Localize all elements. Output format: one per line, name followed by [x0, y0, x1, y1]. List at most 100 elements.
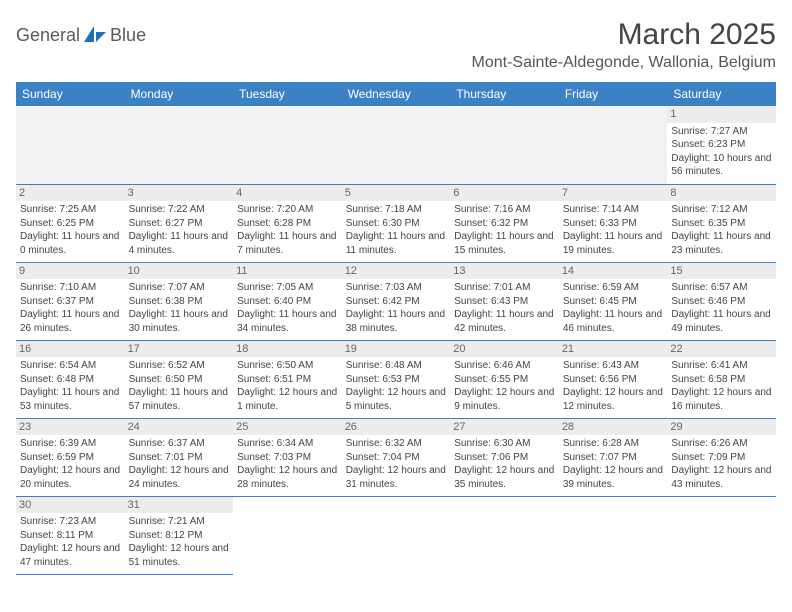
- page-header: General Blue March 2025 Mont-Sainte-Alde…: [16, 18, 776, 72]
- calendar-day-cell: 13Sunrise: 7:01 AMSunset: 6:43 PMDayligh…: [450, 262, 559, 340]
- sunrise-text: Sunrise: 7:01 AM: [454, 281, 555, 295]
- sunset-text: Sunset: 6:25 PM: [20, 217, 121, 231]
- daylight-text: Daylight: 12 hours and 31 minutes.: [346, 464, 447, 491]
- weekday-header-row: Sunday Monday Tuesday Wednesday Thursday…: [16, 82, 776, 106]
- sunset-text: Sunset: 6:42 PM: [346, 295, 447, 309]
- calendar-week-row: 30Sunrise: 7:23 AMSunset: 8:11 PMDayligh…: [16, 496, 776, 574]
- sail-icon: [82, 24, 108, 47]
- daylight-text: Daylight: 11 hours and 49 minutes.: [671, 308, 772, 335]
- daylight-text: Daylight: 12 hours and 24 minutes.: [129, 464, 230, 491]
- sunrise-text: Sunrise: 7:18 AM: [346, 203, 447, 217]
- sunrise-text: Sunrise: 7:23 AM: [20, 515, 121, 529]
- sunrise-text: Sunrise: 7:16 AM: [454, 203, 555, 217]
- sunrise-text: Sunrise: 6:30 AM: [454, 437, 555, 451]
- calendar-day-cell: 19Sunrise: 6:48 AMSunset: 6:53 PMDayligh…: [342, 340, 451, 418]
- daylight-text: Daylight: 11 hours and 34 minutes.: [237, 308, 338, 335]
- sunrise-text: Sunrise: 7:25 AM: [20, 203, 121, 217]
- sunset-text: Sunset: 6:37 PM: [20, 295, 121, 309]
- sunset-text: Sunset: 6:35 PM: [671, 217, 772, 231]
- day-number: 26: [342, 419, 451, 436]
- sunrise-text: Sunrise: 6:54 AM: [20, 359, 121, 373]
- day-number: 3: [125, 185, 234, 202]
- calendar-day-cell: [667, 496, 776, 574]
- weekday-header: Monday: [125, 82, 234, 106]
- day-number: 11: [233, 263, 342, 280]
- day-number: 29: [667, 419, 776, 436]
- calendar-table: Sunday Monday Tuesday Wednesday Thursday…: [16, 82, 776, 575]
- sunrise-text: Sunrise: 6:43 AM: [563, 359, 664, 373]
- daylight-text: Daylight: 11 hours and 15 minutes.: [454, 230, 555, 257]
- sunrise-text: Sunrise: 7:12 AM: [671, 203, 772, 217]
- calendar-day-cell: [342, 106, 451, 184]
- day-number: 1: [667, 106, 776, 123]
- sunset-text: Sunset: 6:46 PM: [671, 295, 772, 309]
- calendar-day-cell: 10Sunrise: 7:07 AMSunset: 6:38 PMDayligh…: [125, 262, 234, 340]
- day-number: 28: [559, 419, 668, 436]
- daylight-text: Daylight: 11 hours and 30 minutes.: [129, 308, 230, 335]
- brand-name-b: Blue: [110, 25, 146, 46]
- calendar-day-cell: [559, 106, 668, 184]
- sunset-text: Sunset: 8:11 PM: [20, 529, 121, 543]
- day-number: 17: [125, 341, 234, 358]
- calendar-day-cell: [450, 106, 559, 184]
- calendar-day-cell: 17Sunrise: 6:52 AMSunset: 6:50 PMDayligh…: [125, 340, 234, 418]
- daylight-text: Daylight: 11 hours and 11 minutes.: [346, 230, 447, 257]
- calendar-day-cell: 26Sunrise: 6:32 AMSunset: 7:04 PMDayligh…: [342, 418, 451, 496]
- daylight-text: Daylight: 12 hours and 28 minutes.: [237, 464, 338, 491]
- day-number: 25: [233, 419, 342, 436]
- day-number: 23: [16, 419, 125, 436]
- calendar-day-cell: 1Sunrise: 7:27 AMSunset: 6:23 PMDaylight…: [667, 106, 776, 184]
- sunrise-text: Sunrise: 7:03 AM: [346, 281, 447, 295]
- sunrise-text: Sunrise: 7:07 AM: [129, 281, 230, 295]
- sunset-text: Sunset: 6:58 PM: [671, 373, 772, 387]
- calendar-day-cell: 29Sunrise: 6:26 AMSunset: 7:09 PMDayligh…: [667, 418, 776, 496]
- daylight-text: Daylight: 12 hours and 1 minute.: [237, 386, 338, 413]
- sunset-text: Sunset: 6:48 PM: [20, 373, 121, 387]
- calendar-day-cell: [450, 496, 559, 574]
- calendar-day-cell: [559, 496, 668, 574]
- calendar-day-cell: [342, 496, 451, 574]
- sunrise-text: Sunrise: 7:10 AM: [20, 281, 121, 295]
- sunset-text: Sunset: 6:55 PM: [454, 373, 555, 387]
- calendar-day-cell: 24Sunrise: 6:37 AMSunset: 7:01 PMDayligh…: [125, 418, 234, 496]
- day-number: 19: [342, 341, 451, 358]
- sunrise-text: Sunrise: 7:05 AM: [237, 281, 338, 295]
- sunrise-text: Sunrise: 6:41 AM: [671, 359, 772, 373]
- day-number: 24: [125, 419, 234, 436]
- daylight-text: Daylight: 12 hours and 43 minutes.: [671, 464, 772, 491]
- sunrise-text: Sunrise: 6:59 AM: [563, 281, 664, 295]
- calendar-day-cell: [125, 106, 234, 184]
- weekday-header: Friday: [559, 82, 668, 106]
- day-number: 21: [559, 341, 668, 358]
- day-number: 18: [233, 341, 342, 358]
- month-title: March 2025: [472, 18, 776, 52]
- calendar-day-cell: 25Sunrise: 6:34 AMSunset: 7:03 PMDayligh…: [233, 418, 342, 496]
- daylight-text: Daylight: 11 hours and 4 minutes.: [129, 230, 230, 257]
- calendar-day-cell: 15Sunrise: 6:57 AMSunset: 6:46 PMDayligh…: [667, 262, 776, 340]
- weekday-header: Sunday: [16, 82, 125, 106]
- daylight-text: Daylight: 12 hours and 47 minutes.: [20, 542, 121, 569]
- calendar-day-cell: 12Sunrise: 7:03 AMSunset: 6:42 PMDayligh…: [342, 262, 451, 340]
- daylight-text: Daylight: 11 hours and 19 minutes.: [563, 230, 664, 257]
- daylight-text: Daylight: 11 hours and 26 minutes.: [20, 308, 121, 335]
- sunset-text: Sunset: 6:56 PM: [563, 373, 664, 387]
- day-number: 13: [450, 263, 559, 280]
- calendar-day-cell: 27Sunrise: 6:30 AMSunset: 7:06 PMDayligh…: [450, 418, 559, 496]
- sunrise-text: Sunrise: 6:32 AM: [346, 437, 447, 451]
- day-number: 20: [450, 341, 559, 358]
- sunset-text: Sunset: 6:38 PM: [129, 295, 230, 309]
- day-number: 6: [450, 185, 559, 202]
- day-number: 10: [125, 263, 234, 280]
- calendar-day-cell: 4Sunrise: 7:20 AMSunset: 6:28 PMDaylight…: [233, 184, 342, 262]
- weekday-header: Tuesday: [233, 82, 342, 106]
- daylight-text: Daylight: 12 hours and 35 minutes.: [454, 464, 555, 491]
- calendar-day-cell: 18Sunrise: 6:50 AMSunset: 6:51 PMDayligh…: [233, 340, 342, 418]
- sunset-text: Sunset: 7:03 PM: [237, 451, 338, 465]
- calendar-day-cell: 6Sunrise: 7:16 AMSunset: 6:32 PMDaylight…: [450, 184, 559, 262]
- sunset-text: Sunset: 6:50 PM: [129, 373, 230, 387]
- sunset-text: Sunset: 6:40 PM: [237, 295, 338, 309]
- day-number: 15: [667, 263, 776, 280]
- daylight-text: Daylight: 12 hours and 9 minutes.: [454, 386, 555, 413]
- daylight-text: Daylight: 11 hours and 46 minutes.: [563, 308, 664, 335]
- calendar-day-cell: [233, 106, 342, 184]
